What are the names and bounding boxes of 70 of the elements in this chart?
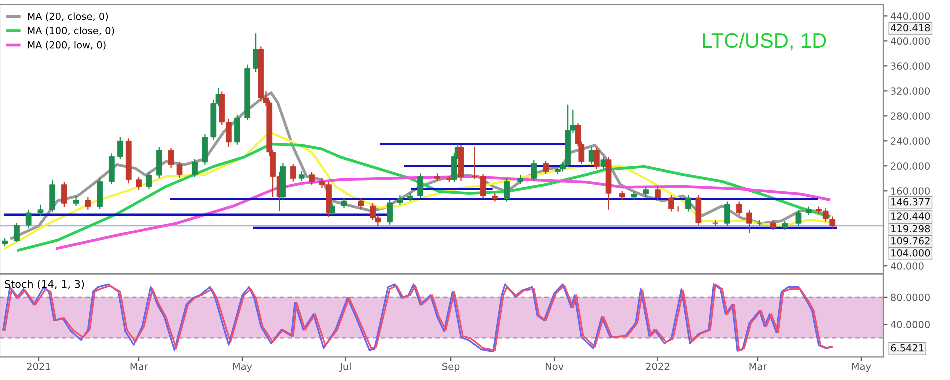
candlestick bbox=[643, 186, 650, 198]
y-tick-label: 280.000 bbox=[891, 112, 930, 120]
y-tick-label: 40.000 bbox=[890, 262, 924, 270]
candlestick bbox=[504, 178, 510, 202]
candlestick bbox=[168, 147, 174, 169]
candlestick bbox=[298, 170, 305, 182]
candlestick bbox=[358, 198, 364, 210]
candlestick bbox=[26, 209, 32, 229]
candlestick bbox=[38, 204, 44, 217]
x-tick-label: 2022 bbox=[646, 362, 670, 370]
text: Stoch (14, 1, 3) bbox=[5, 280, 84, 290]
y-tick-label: 440.000 bbox=[890, 12, 930, 20]
line-series bbox=[56, 175, 831, 250]
legend-label: MA (20, close, 0) bbox=[28, 12, 108, 22]
candlestick bbox=[290, 164, 296, 182]
candlestick bbox=[418, 173, 424, 200]
text: 420.418 bbox=[891, 24, 930, 32]
y-tick-label: 400.000 bbox=[890, 38, 930, 46]
x-tick-label: Sep bbox=[442, 362, 460, 372]
candlestick bbox=[146, 172, 152, 190]
candlestick bbox=[531, 160, 538, 182]
x-tick-label: May bbox=[233, 363, 252, 372]
candlestick bbox=[397, 194, 404, 206]
candlestick bbox=[686, 194, 692, 212]
text: 104.000 bbox=[892, 249, 930, 257]
candlestick bbox=[85, 196, 92, 210]
candlestick bbox=[309, 172, 315, 186]
text: 6.5421 bbox=[891, 344, 924, 352]
candlestick bbox=[329, 203, 336, 216]
candlestick bbox=[724, 201, 730, 227]
candlestick bbox=[594, 147, 600, 170]
candlestick bbox=[782, 220, 788, 232]
candlestick bbox=[770, 220, 776, 232]
candlestick bbox=[746, 210, 752, 234]
candlestick bbox=[480, 174, 486, 200]
x-tick-label: Jul bbox=[340, 362, 351, 372]
text: 146.377 bbox=[892, 198, 930, 206]
candlestick bbox=[543, 160, 549, 175]
legend-label: MA (200, low, 0) bbox=[28, 41, 106, 50]
x-tick-label: 2021 bbox=[27, 362, 50, 370]
y-tick-label: 80.0000 bbox=[891, 294, 930, 302]
y-tick-label: 40.0000 bbox=[890, 321, 930, 328]
text: 120.440 bbox=[892, 212, 930, 220]
candlestick bbox=[472, 146, 478, 180]
text: LTC/USD, 1D bbox=[703, 32, 826, 51]
y-tick-label: 200.000 bbox=[891, 162, 930, 170]
y-tick-label: 160.000 bbox=[892, 188, 930, 195]
y-tick-label: 320.000 bbox=[891, 88, 930, 95]
candlestick bbox=[62, 182, 68, 208]
x-tick-label: Mar bbox=[130, 363, 148, 370]
x-tick-label: Mar bbox=[750, 363, 768, 370]
candlestick bbox=[117, 136, 124, 160]
x-tick-label: May bbox=[852, 363, 872, 372]
text: 119.298 bbox=[892, 225, 930, 233]
candlestick bbox=[192, 158, 198, 178]
candlestick bbox=[136, 176, 142, 190]
candlestick bbox=[756, 220, 763, 227]
y-tick-label: 240.000 bbox=[891, 138, 930, 145]
text: 109.762 bbox=[892, 237, 930, 245]
candlestick bbox=[655, 186, 661, 202]
candlestick bbox=[14, 222, 20, 243]
candlestick bbox=[73, 196, 80, 207]
x-tick-label: Nov bbox=[546, 363, 564, 370]
candlestick bbox=[387, 199, 393, 226]
candlestick bbox=[341, 197, 348, 210]
y-tick-label: 360.000 bbox=[891, 62, 930, 70]
candlestick bbox=[736, 201, 742, 216]
candlestick bbox=[176, 162, 183, 179]
legend-label: MA (100, close, 0) bbox=[28, 26, 114, 36]
candlestick bbox=[796, 210, 802, 227]
